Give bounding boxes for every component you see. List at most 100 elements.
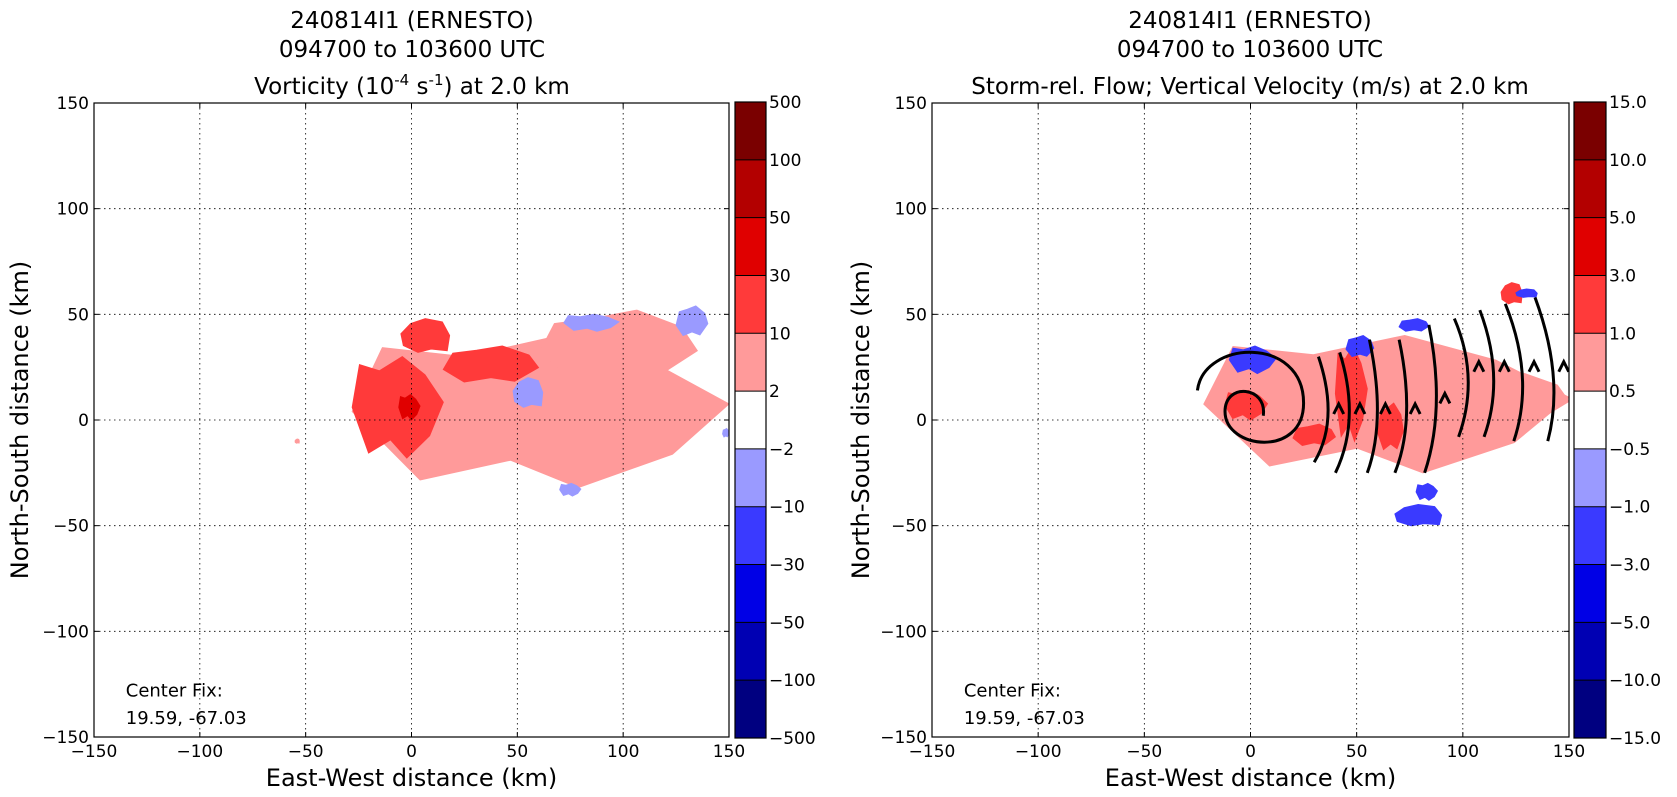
colorbar-label: −1.0: [1609, 498, 1650, 518]
colorbar: 500 100 50 30 10 2 −2 −10 −30 −50 −100 −500: [734, 93, 816, 749]
field-blue-region: [1515, 288, 1538, 298]
colorbar-segment: [1574, 333, 1606, 392]
field-blue-region: [1415, 482, 1439, 501]
x-tick-label: −100: [1015, 742, 1062, 762]
chart-subtitle: Storm-rel. Flow; Vertical Velocity (m/s)…: [971, 74, 1529, 100]
streamline-arrowhead: [1557, 358, 1569, 373]
x-tick-label: 50: [1346, 742, 1368, 762]
streamline: [1312, 356, 1330, 464]
y-tick-label: 100: [57, 200, 89, 220]
field-light-blue-region: [563, 313, 620, 332]
x-axis-label: East-West distance (km): [266, 764, 557, 792]
colorbar-segment: [735, 159, 766, 219]
colorbar-label: −2: [769, 440, 794, 460]
field-blue-region: [1394, 503, 1443, 527]
colorbar-segment: [735, 333, 766, 392]
colorbar-label: −0.5: [1609, 440, 1650, 460]
chart-title-line-2: 094700 to 103600 UTC: [1117, 37, 1383, 63]
field-light-blue-region: [722, 427, 729, 438]
y-tick-label: −150: [42, 728, 89, 748]
colorbar-label: −100: [769, 671, 816, 691]
field-medium-red-region: [400, 318, 451, 353]
streamline-arrowhead: [1527, 358, 1541, 373]
field-light-red-region: [351, 334, 729, 489]
center-fix-coordinates: 19.59, -67.03: [964, 708, 1085, 729]
panel-1: 240814I1 (ERNESTO) 094700 to 103600 UTC Vo…: [6, 8, 816, 792]
streamline-arrowhead: [1408, 400, 1422, 415]
colorbar-segment: [735, 564, 766, 623]
colorbar-segment: [735, 448, 766, 508]
y-tick-label: −150: [880, 728, 927, 748]
colorbar-label: −3.0: [1609, 556, 1650, 576]
colorbar-label: 2: [769, 382, 780, 402]
streamline-arrowhead: [1332, 400, 1346, 415]
colorbar-segment: [1574, 680, 1606, 739]
y-tick-label: 50: [67, 305, 89, 325]
colorbar-label: −10: [769, 498, 805, 518]
colorbar-segment: [1574, 448, 1606, 508]
colorbar-label: 10: [769, 324, 791, 344]
y-tick-label: 0: [916, 411, 927, 431]
colorbar-segment: [735, 217, 766, 276]
colorbar-label: −15.0: [1609, 729, 1661, 749]
y-tick-label: 50: [905, 305, 927, 325]
chart-title-line-2: 094700 to 103600 UTC: [279, 37, 545, 63]
colorbar-label: 500: [769, 93, 801, 113]
colorbar: 15.0 10.0 5.0 3.0 1.0 0.5 −0.5 −1.0 −3.0 −5.0 −10.…: [1573, 93, 1661, 749]
streamline: [1478, 309, 1496, 438]
colorbar-segment: [1574, 391, 1606, 450]
field-medium-red-region: [1500, 282, 1523, 305]
colorbar-segment: [735, 680, 766, 739]
y-tick-label: 150: [895, 94, 927, 114]
x-tick-label: 0: [1245, 742, 1256, 762]
colorbar-segment: [1574, 506, 1606, 566]
chart-subtitle: Vorticity (10-4 s-1) at 2.0 km: [254, 71, 570, 100]
colorbar-label: 10.0: [1609, 151, 1647, 171]
field-dark-red-region: [398, 393, 421, 421]
field-blue-region: [1345, 334, 1375, 358]
colorbar-label: 5.0: [1609, 209, 1636, 229]
y-axis-label: North-South distance (km): [6, 261, 34, 580]
colorbar-label: 0.5: [1609, 382, 1636, 402]
streamline: [1195, 350, 1306, 444]
streamline-arrowhead: [1353, 400, 1367, 415]
field-medium-red-region: [351, 355, 444, 459]
colorbar-segment: [1574, 159, 1606, 219]
colorbar-segment: [1574, 275, 1606, 334]
colorbar-segment: [1574, 102, 1606, 161]
colorbar-label: −5.0: [1609, 613, 1650, 633]
y-tick-label: 100: [895, 200, 927, 220]
field-blue-region: [1398, 318, 1430, 332]
colorbar-label: 3.0: [1609, 266, 1636, 286]
streamline: [1533, 296, 1556, 442]
colorbar-label: 50: [769, 209, 791, 229]
x-tick-label: 150: [1553, 742, 1585, 762]
field-light-blue-region: [675, 305, 709, 337]
panel-2: 240814I1 (ERNESTO) 094700 to 103600 UTC St…: [847, 8, 1661, 792]
colorbar-segment: [735, 102, 766, 161]
streamline: [1503, 303, 1525, 442]
field-light-blue-region: [559, 482, 582, 497]
x-tick-label: 100: [1447, 742, 1479, 762]
center-fix-coordinates: 19.59, -67.03: [126, 708, 247, 729]
x-tick-label: −50: [288, 742, 324, 762]
field-medium-red-region: [442, 345, 540, 383]
colorbar-segment: [1574, 564, 1606, 623]
x-tick-label: −100: [176, 742, 223, 762]
colorbar-segment: [735, 275, 766, 334]
colorbar-frame: [734, 101, 767, 739]
center-fix-label: Center Fix:: [964, 681, 1061, 702]
colorbar-label: 30: [769, 266, 791, 286]
colorbar-segment: [735, 622, 766, 681]
streamline-arrowhead: [1497, 358, 1511, 373]
field-layer: [294, 305, 729, 497]
streamline-layer: [1195, 296, 1569, 474]
colorbar-segment: [1574, 622, 1606, 681]
x-tick-label: −50: [1126, 742, 1162, 762]
center-fix-label: Center Fix:: [126, 681, 223, 702]
y-axis-label: North-South distance (km): [847, 261, 875, 580]
field-light-red-region: [294, 438, 300, 444]
colorbar-segment: [1574, 217, 1606, 276]
x-tick-label: 50: [507, 742, 529, 762]
